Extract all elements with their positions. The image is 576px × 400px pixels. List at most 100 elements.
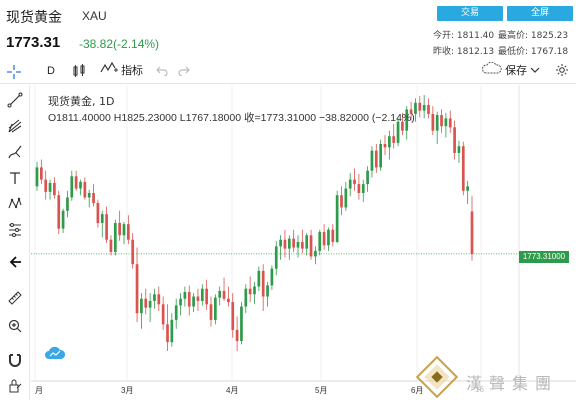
candle [100, 210, 104, 238]
prediction-icon[interactable] [4, 219, 26, 241]
x-axis-label: 4月 [226, 386, 239, 395]
candle [61, 208, 65, 234]
instrument-name: 现货黄金 [6, 10, 62, 26]
candle [187, 285, 191, 316]
candle [274, 240, 278, 276]
candle [401, 112, 404, 136]
chart-toolbar: D 指标 保存 [0, 58, 576, 84]
chart-grid [31, 85, 576, 382]
candle [166, 304, 169, 352]
last-price-axis-label: 1773.31000 [519, 251, 569, 263]
candle [279, 235, 282, 260]
candle [370, 146, 374, 178]
text-tool-icon[interactable] [4, 167, 26, 189]
candle [240, 302, 243, 345]
trend-line-icon[interactable] [4, 89, 26, 111]
interval-button[interactable]: D [47, 65, 55, 77]
candle [157, 286, 161, 311]
candle [466, 180, 469, 205]
cloud-chat-icon[interactable] [45, 345, 66, 366]
price-change: -38.82(-2.14%) [79, 37, 160, 51]
x-axis-label: 3月 [121, 386, 134, 395]
candle [335, 190, 339, 244]
candle [200, 284, 204, 306]
candle [118, 210, 121, 241]
candle [444, 112, 448, 138]
pattern-icon[interactable] [4, 193, 26, 215]
candle [214, 294, 217, 325]
candle [140, 293, 143, 329]
high-stat: 最高价: 1825.23 [498, 31, 569, 41]
candle [96, 199, 100, 228]
candle [192, 293, 195, 313]
undo-icon[interactable] [156, 64, 168, 82]
price-chart[interactable] [31, 85, 576, 400]
quote-header: 现货黄金 XAU 1773.31 -38.82(-2.14%) 交易 全屏 今开… [0, 0, 576, 58]
candle [305, 233, 309, 256]
candle [283, 229, 287, 258]
candle [170, 313, 174, 347]
candle [35, 161, 39, 191]
low-stat: 最低价: 1767.18 [498, 47, 569, 57]
pitchfork-icon[interactable] [4, 115, 26, 137]
candle [161, 296, 165, 330]
candle [179, 293, 182, 316]
candle [144, 288, 148, 315]
candle [348, 172, 352, 197]
chevron-down-icon[interactable] [530, 66, 540, 84]
x-axis-label: 月 [35, 386, 43, 395]
candle [340, 186, 343, 216]
trade-button[interactable]: 交易 [437, 6, 503, 21]
indicators-button[interactable]: 指标 [100, 61, 143, 80]
chart-legend-ohlc: O1811.40000 H1825.23000 L1767.18000 收=17… [48, 112, 415, 124]
crosshair-icon[interactable] [6, 64, 22, 82]
candle [135, 247, 139, 323]
candle [448, 110, 452, 133]
candle [148, 293, 152, 323]
candle [235, 316, 239, 352]
redo-icon[interactable] [178, 64, 190, 82]
candle [418, 96, 422, 118]
x-axis-label: 6月 [411, 386, 424, 395]
save-button[interactable]: 保存 [482, 61, 527, 80]
candle [48, 179, 52, 200]
candle [427, 98, 430, 119]
candle [261, 264, 265, 311]
candle [196, 288, 200, 311]
candle [414, 98, 417, 122]
candle [357, 174, 361, 200]
candle [366, 166, 369, 192]
candle [205, 279, 208, 310]
candle [83, 177, 87, 200]
candle [361, 179, 365, 202]
candle [314, 246, 317, 265]
candle-type-icon[interactable] [72, 64, 86, 82]
candle [322, 224, 326, 250]
candle [131, 233, 135, 269]
cloud-icon [482, 61, 502, 80]
zoom-in-icon[interactable] [4, 315, 26, 337]
magnet-icon[interactable] [4, 349, 26, 371]
candle [318, 229, 322, 256]
candle [379, 139, 382, 171]
candle [422, 95, 426, 119]
candle [183, 286, 187, 307]
candle [209, 296, 213, 327]
candle [44, 170, 48, 200]
candle [470, 196, 474, 261]
settings-gear-icon[interactable] [555, 63, 569, 81]
brush-icon[interactable] [4, 141, 26, 163]
lock-pencil-icon[interactable] [4, 375, 26, 397]
candle [253, 282, 256, 305]
ruler-icon[interactable] [4, 287, 26, 309]
candle [392, 123, 396, 149]
candle [53, 177, 56, 199]
fullscreen-button[interactable]: 全屏 [507, 6, 573, 21]
candle [227, 286, 230, 307]
arrow-left-icon[interactable] [4, 251, 26, 273]
candle [70, 170, 74, 201]
candle [296, 235, 300, 258]
candle [353, 168, 356, 191]
candle [440, 109, 443, 133]
candle [405, 106, 409, 140]
